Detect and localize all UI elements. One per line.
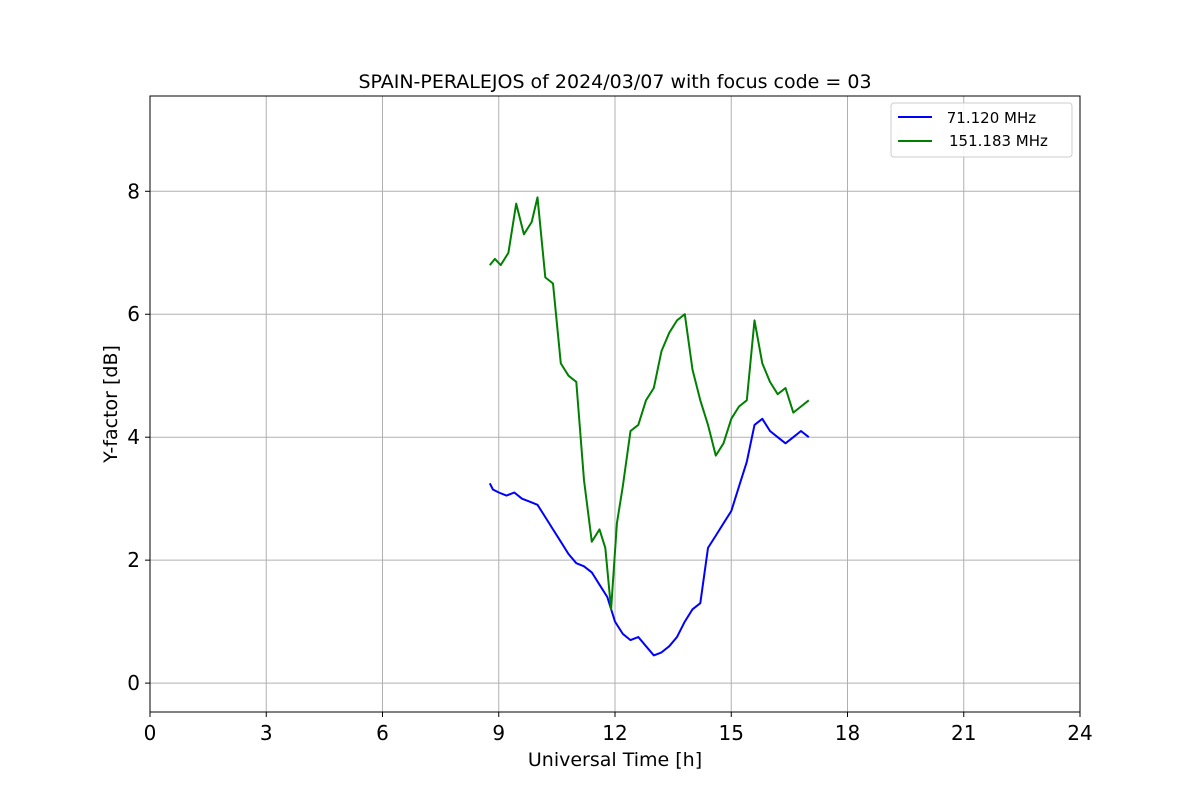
x-tick-label: 12 (602, 721, 627, 745)
series-lines (488, 196, 810, 657)
chart-title: SPAIN-PERALEJOS of 2024/03/07 with focus… (358, 71, 871, 93)
series-71mhz (488, 417, 810, 657)
x-tick-label: 15 (719, 721, 744, 745)
series-151mhz (489, 196, 810, 611)
legend-label-71mhz: 71.120 MHz (942, 109, 1036, 127)
x-tick-label: 3 (260, 721, 273, 745)
legend-box (890, 102, 1073, 158)
y-tick-label: 6 (127, 302, 140, 326)
y-tick-label: 2 (127, 548, 140, 572)
x-tick-label: 6 (376, 721, 389, 745)
x-tick-label: 21 (951, 721, 976, 745)
x-tick-label: 24 (1067, 721, 1092, 745)
legend-label-151mhz: 151.183 MHz (949, 132, 1048, 150)
x-tick-label: 18 (835, 721, 860, 745)
legend: 71.120 MHz 151.183 MHz (890, 102, 1073, 158)
x-tick-label: 9 (492, 721, 505, 745)
y-tick-label: 8 (127, 179, 140, 203)
x-axis-label: Universal Time [h] (528, 749, 702, 771)
y-tick-label: 4 (127, 425, 140, 449)
y-axis-label: Y-factor [dB] (100, 345, 122, 464)
y-tick-label: 0 (127, 671, 140, 695)
x-tick-label: 0 (144, 721, 157, 745)
